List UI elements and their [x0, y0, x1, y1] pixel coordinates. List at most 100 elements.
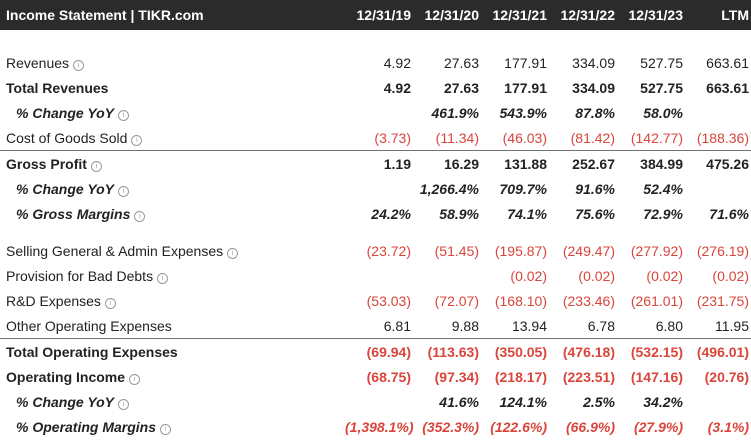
value-cell: (352.3%)	[422, 418, 479, 435]
value-cell: (0.02)	[578, 267, 615, 284]
value-cell: 24.2%	[371, 205, 411, 222]
value-cell	[345, 100, 413, 125]
table-row[interactable]: R&D Expenses i (53.03) (72.07) (168.10) (233.…	[0, 288, 751, 313]
value-cell: (496.01)	[685, 338, 751, 364]
info-icon[interactable]: i	[134, 210, 146, 222]
value-cell: (51.45)	[434, 242, 479, 259]
table-row[interactable]: Total Operating Expenses (69.94) (113.63)(…	[0, 338, 751, 364]
value-cell: 75.6%	[575, 205, 615, 222]
value-cell	[685, 389, 751, 414]
table-row[interactable]: Provision for Bad Debts i (0.02) (0.02) (0.0…	[0, 263, 751, 288]
table-row[interactable]: Operating Income i (68.75) (97.34) (218.17) (…	[0, 364, 751, 389]
table-row[interactable]: Gross Profit i 1.19 16.29 131.88 252.67 384.99…	[0, 150, 751, 176]
table-row[interactable]: Other Operating Expenses 6.81 9.88 13.94 6.7…	[0, 313, 751, 339]
column-header[interactable]: LTM	[721, 7, 749, 23]
value-cell: (68.75)	[366, 368, 411, 385]
value-cell: (168.10)	[494, 292, 547, 309]
row-label-text: Operating Income	[6, 368, 126, 385]
column-header[interactable]: 12/31/22	[560, 7, 616, 23]
info-icon[interactable]: i	[160, 423, 172, 435]
row-label-text: Selling General & Admin Expenses	[6, 242, 224, 259]
value-cell: 27.63	[443, 79, 479, 96]
spacer-row	[0, 30, 751, 50]
value-cell: (1,398.1%)	[345, 418, 414, 435]
table-row[interactable]: Revenues i 4.92 27.63 177.91 334.09 527.75 663.…	[0, 50, 751, 75]
info-icon[interactable]: i	[104, 297, 116, 309]
value-cell: 6.80	[655, 317, 683, 334]
value-cell	[345, 176, 413, 201]
value-cell: 34.2%	[643, 393, 683, 410]
value-cell: (122.6%)	[490, 418, 547, 435]
column-header[interactable]: 12/31/19	[356, 7, 412, 23]
value-cell: 6.81	[383, 317, 411, 334]
column-header[interactable]: 12/31/20	[424, 7, 480, 23]
table-row[interactable]: Selling General & Admin Expenses i (23.72)…	[0, 238, 751, 263]
value-cell: 13.94	[511, 317, 547, 334]
value-cell: (0.02)	[712, 267, 749, 284]
value-cell	[413, 263, 481, 288]
table-row[interactable]: % Operating Margins i (1,398.1%) (352.3%) (1…	[0, 414, 751, 439]
value-cell: 72.9%	[643, 205, 683, 222]
value-cell: (23.72)	[366, 242, 411, 259]
value-cell: (3.73)	[374, 129, 411, 146]
spacer-row	[0, 226, 751, 238]
value-cell: 52.4%	[643, 180, 683, 197]
table-row[interactable]: % Gross Margins i 24.2% 58.9% 74.1% 75.6% 72.9…	[0, 201, 751, 226]
row-label: % Change YoY i	[0, 389, 345, 414]
table-row[interactable]: % Change YoY i 41.6% 124.1% 2.5% 34.2%	[0, 389, 751, 414]
value-cell: (0.02)	[646, 267, 683, 284]
row-label-text: Revenues	[6, 54, 70, 71]
value-cell: (66.9%)	[565, 418, 615, 435]
info-icon[interactable]: i	[227, 247, 239, 259]
value-cell: (72.07)	[434, 292, 479, 309]
column-header[interactable]: 12/31/21	[492, 7, 548, 23]
column-header[interactable]: 12/31/23	[628, 7, 684, 23]
info-icon[interactable]: i	[118, 398, 130, 410]
table-row[interactable]: Cost of Goods Sold i (3.73) (11.34) (46.03) (…	[0, 125, 751, 151]
value-cell: 177.91	[504, 79, 547, 96]
value-cell: 74.1%	[507, 205, 547, 222]
value-cell	[685, 176, 751, 201]
row-label-text: Total Operating Expenses	[6, 343, 178, 360]
value-cell: (249.47)	[562, 242, 615, 259]
row-label: R&D Expenses i	[0, 288, 345, 313]
row-label-text: Total Revenues	[6, 79, 109, 96]
value-cell: (223.51)	[562, 368, 615, 385]
value-cell: (11.34)	[435, 129, 479, 146]
row-label: Gross Profit i	[0, 150, 345, 176]
value-cell: (53.03)	[366, 292, 411, 309]
info-icon[interactable]: i	[90, 160, 102, 172]
value-cell: (233.46)	[562, 292, 615, 309]
info-icon[interactable]: i	[118, 109, 130, 121]
value-cell: 124.1%	[499, 393, 547, 410]
value-cell: 334.09	[572, 79, 615, 96]
value-cell: (277.92)	[630, 242, 683, 259]
info-icon[interactable]: i	[118, 185, 130, 197]
info-icon[interactable]: i	[157, 272, 169, 284]
value-cell: (261.01)	[630, 292, 683, 309]
value-cell: 334.09	[572, 54, 615, 71]
value-cell: (3.1%)	[707, 418, 749, 435]
value-cell: (188.36)	[696, 129, 749, 146]
value-cell: 543.9%	[499, 104, 547, 121]
row-label-text: Cost of Goods Sold	[6, 129, 128, 146]
value-cell: 58.9%	[439, 205, 479, 222]
row-label-text: % Change YoY	[16, 180, 115, 197]
value-cell: 71.6%	[709, 205, 749, 222]
value-cell: 4.92	[383, 79, 411, 96]
table-row[interactable]: % Change YoY i 461.9% 543.9% 87.8% 58.0%	[0, 100, 751, 125]
row-label: % Operating Margins i	[0, 414, 345, 439]
value-cell	[685, 100, 751, 125]
info-icon[interactable]: i	[129, 373, 141, 385]
table-row[interactable]: Total Revenues 4.92 27.63 177.91 334.09 527.7…	[0, 75, 751, 100]
value-cell: 527.75	[640, 79, 683, 96]
value-cell: 252.67	[549, 150, 617, 176]
info-icon[interactable]: i	[131, 134, 143, 146]
value-cell: 709.7%	[499, 180, 547, 197]
table-row[interactable]: % Change YoY i 1,266.4% 709.7% 91.6% 52.4%	[0, 176, 751, 201]
value-cell: 9.88	[451, 317, 479, 334]
info-icon[interactable]: i	[73, 59, 85, 71]
value-cell: 475.26	[685, 150, 751, 176]
value-cell: 6.78	[587, 317, 615, 334]
